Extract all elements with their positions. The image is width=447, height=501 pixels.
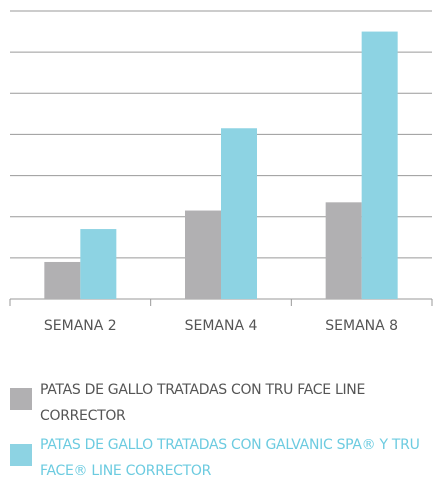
x-tick-label: SEMANA 2	[44, 318, 117, 334]
x-tick-label: SEMANA 8	[325, 318, 398, 334]
bar	[361, 31, 398, 299]
x-tick-label: SEMANA 4	[185, 318, 258, 334]
legend-swatch	[10, 388, 32, 410]
bar	[80, 229, 117, 299]
legend-label: PATAS DE GALLO TRATADAS CON TRU FACE LIN…	[40, 382, 365, 424]
legend-swatch	[10, 444, 32, 466]
bar	[44, 261, 81, 299]
bar	[221, 128, 257, 299]
bar	[185, 210, 221, 299]
bar	[325, 202, 362, 299]
legend-label: PATAS DE GALLO TRATADAS CON GALVANIC SPA…	[40, 437, 420, 479]
chart: SEMANA 2 SEMANA 4 SEMANA 8	[9, 10, 433, 334]
